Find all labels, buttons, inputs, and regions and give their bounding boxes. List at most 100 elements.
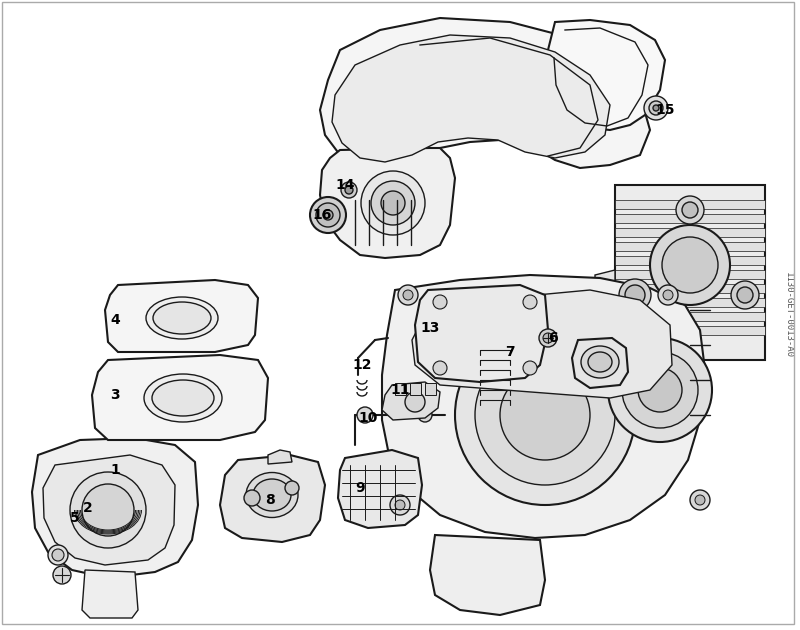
Polygon shape [615,326,765,335]
Circle shape [649,101,663,115]
Polygon shape [382,275,705,538]
Circle shape [341,182,357,198]
Text: 14: 14 [335,178,354,192]
Ellipse shape [144,374,222,422]
Circle shape [361,171,425,235]
Polygon shape [548,20,665,130]
Polygon shape [615,256,765,265]
Text: 16: 16 [312,208,332,222]
Polygon shape [43,455,175,565]
Circle shape [433,295,447,309]
Circle shape [455,325,635,505]
Circle shape [662,237,718,293]
Text: 12: 12 [352,358,372,372]
Text: 9: 9 [355,481,365,495]
Circle shape [82,484,134,536]
Polygon shape [268,450,292,464]
Circle shape [323,210,333,220]
Circle shape [625,285,645,305]
Circle shape [390,495,410,515]
Text: 4: 4 [110,313,120,327]
Circle shape [48,545,68,565]
Circle shape [690,490,710,510]
Circle shape [371,181,415,225]
Polygon shape [615,242,765,251]
Circle shape [644,96,668,120]
Polygon shape [410,383,421,395]
Polygon shape [615,200,765,209]
Polygon shape [320,148,455,258]
Circle shape [244,490,260,506]
Circle shape [500,370,590,460]
Circle shape [638,368,682,412]
Polygon shape [425,383,436,395]
Polygon shape [395,383,406,395]
Circle shape [475,345,615,485]
Polygon shape [32,438,198,578]
Ellipse shape [253,479,291,511]
Polygon shape [615,284,765,293]
Circle shape [676,196,704,224]
Circle shape [357,407,373,423]
Circle shape [70,472,146,548]
Circle shape [650,225,730,305]
Polygon shape [572,338,628,388]
Polygon shape [615,312,765,321]
Text: 11: 11 [390,383,410,397]
Polygon shape [615,214,765,223]
Polygon shape [615,298,765,307]
Text: 7: 7 [505,345,515,359]
Circle shape [433,361,447,375]
Text: 1130-GET-0013-A0: 1130-GET-0013-A0 [783,272,793,358]
Circle shape [53,566,71,584]
Circle shape [619,279,651,311]
Ellipse shape [581,346,619,378]
Circle shape [543,333,553,343]
Polygon shape [220,455,325,542]
Circle shape [316,203,340,227]
Polygon shape [332,35,610,162]
Ellipse shape [588,352,612,372]
Text: 5: 5 [70,511,80,525]
Ellipse shape [152,380,214,416]
Circle shape [523,361,537,375]
Polygon shape [595,270,615,295]
Circle shape [310,197,346,233]
Polygon shape [92,355,268,440]
Circle shape [622,352,698,428]
Polygon shape [82,570,138,618]
Circle shape [405,392,425,412]
Polygon shape [615,185,765,360]
Polygon shape [412,290,672,398]
Polygon shape [615,228,765,237]
Text: 13: 13 [420,321,440,335]
Circle shape [608,338,712,442]
Ellipse shape [153,302,211,334]
Polygon shape [105,280,258,352]
Polygon shape [382,382,440,420]
Circle shape [731,281,759,309]
Circle shape [285,481,299,495]
Circle shape [418,408,432,422]
Circle shape [539,329,557,347]
Circle shape [395,500,405,510]
Circle shape [663,290,673,300]
Text: 10: 10 [358,411,378,425]
Ellipse shape [246,472,298,517]
Circle shape [653,105,659,111]
Polygon shape [430,535,545,615]
Circle shape [658,285,678,305]
Polygon shape [615,270,765,279]
Circle shape [682,202,698,218]
Circle shape [381,191,405,215]
Text: 2: 2 [83,501,93,515]
Circle shape [403,290,413,300]
Text: 3: 3 [110,388,120,402]
Text: 8: 8 [265,493,275,507]
Polygon shape [338,450,422,528]
Text: 1: 1 [110,463,120,477]
Polygon shape [320,18,650,170]
Circle shape [737,287,753,303]
Polygon shape [415,285,548,382]
Text: 6: 6 [548,331,558,345]
